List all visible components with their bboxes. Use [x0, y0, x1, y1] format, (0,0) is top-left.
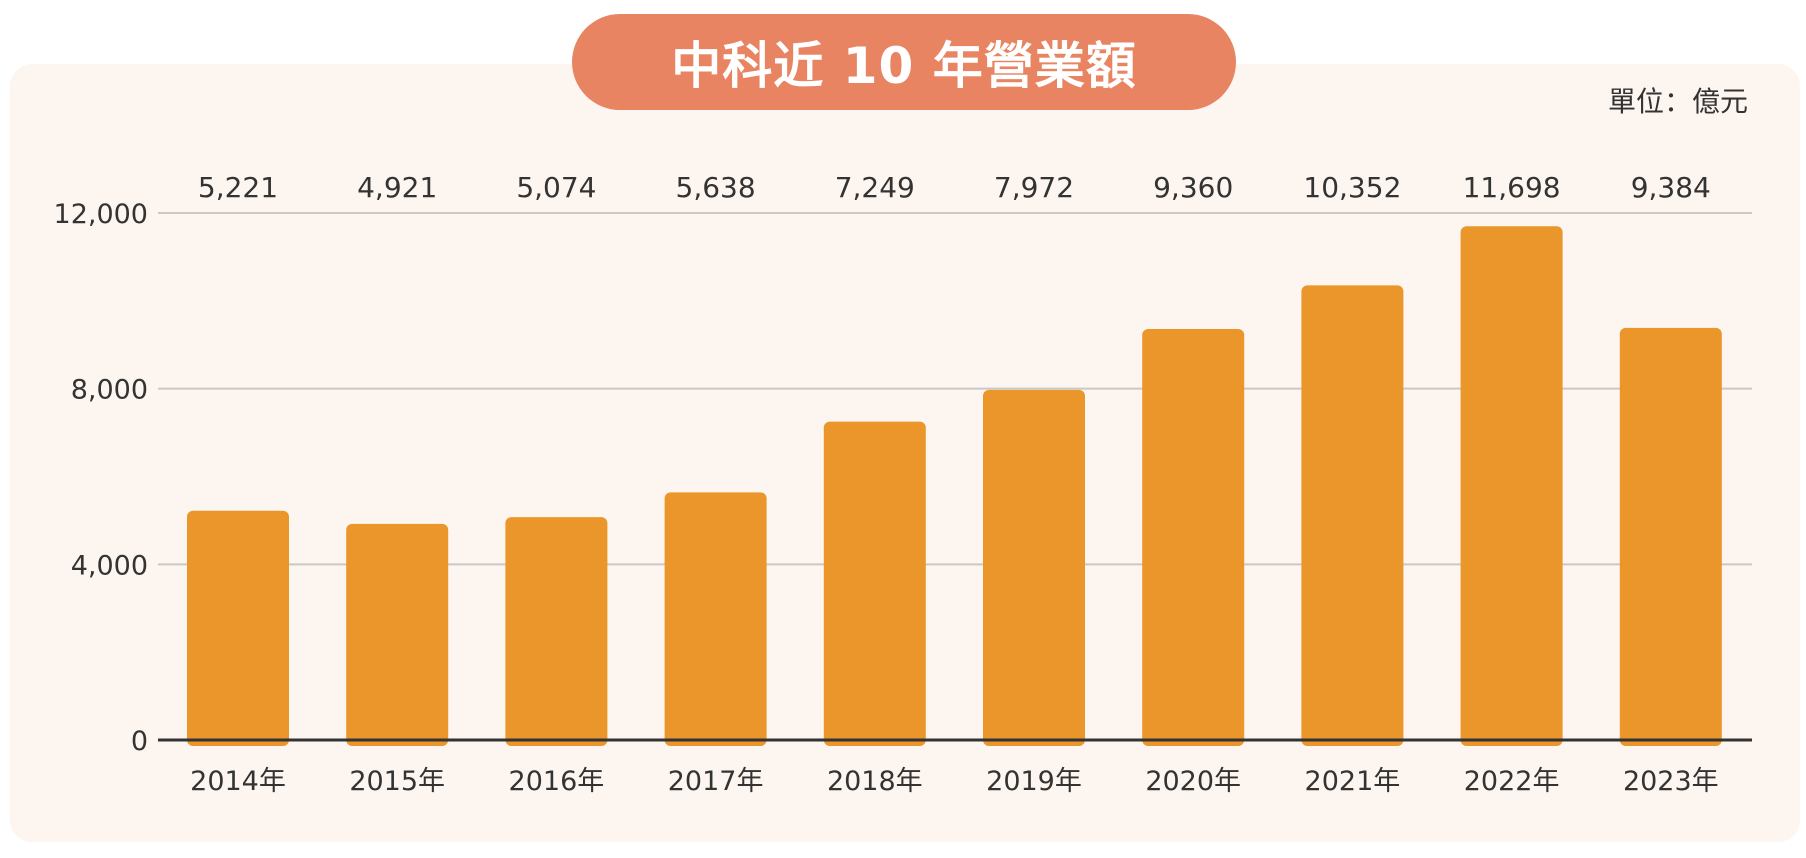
- data-label: 5,074: [516, 171, 596, 204]
- x-tick-label: 2020年: [1145, 766, 1241, 797]
- data-label: 11,698: [1463, 171, 1561, 204]
- bar: [1301, 285, 1404, 746]
- x-tick-label: 2014年: [190, 766, 286, 797]
- x-tick-label: 2021年: [1305, 766, 1401, 797]
- x-tick-label: 2015年: [349, 766, 445, 797]
- y-tick-label: 8,000: [71, 375, 148, 406]
- bar: [823, 421, 926, 746]
- bar: [346, 523, 449, 746]
- x-tick-label: 2023年: [1623, 766, 1719, 797]
- x-tick-label: 2017年: [668, 766, 764, 797]
- x-tick-label: 2016年: [509, 766, 605, 797]
- data-label: 5,638: [676, 171, 756, 204]
- data-label: 7,249: [835, 171, 915, 204]
- y-tick-label: 0: [131, 726, 148, 757]
- x-tick-label: 2018年: [827, 766, 923, 797]
- chart-title: 中科近 10 年營業額: [572, 14, 1236, 110]
- data-label: 7,972: [994, 171, 1074, 204]
- bar: [1142, 328, 1245, 746]
- y-tick-label: 12,000: [54, 199, 148, 230]
- data-label: 9,384: [1631, 171, 1711, 204]
- unit-label: 單位：億元: [1607, 85, 1748, 118]
- x-tick-label: 2019年: [986, 766, 1082, 797]
- data-label: 5,221: [198, 171, 278, 204]
- bar: [1619, 327, 1722, 746]
- data-label: 4,921: [357, 171, 437, 204]
- bar: [505, 517, 608, 746]
- data-label: 9,360: [1153, 171, 1233, 204]
- x-tick-label: 2022年: [1464, 766, 1560, 797]
- bar: [1460, 226, 1563, 747]
- data-label: 10,352: [1303, 171, 1401, 204]
- bar: [187, 510, 289, 746]
- bar: [664, 492, 767, 746]
- y-tick-label: 4,000: [71, 550, 148, 581]
- bar: [983, 389, 1085, 746]
